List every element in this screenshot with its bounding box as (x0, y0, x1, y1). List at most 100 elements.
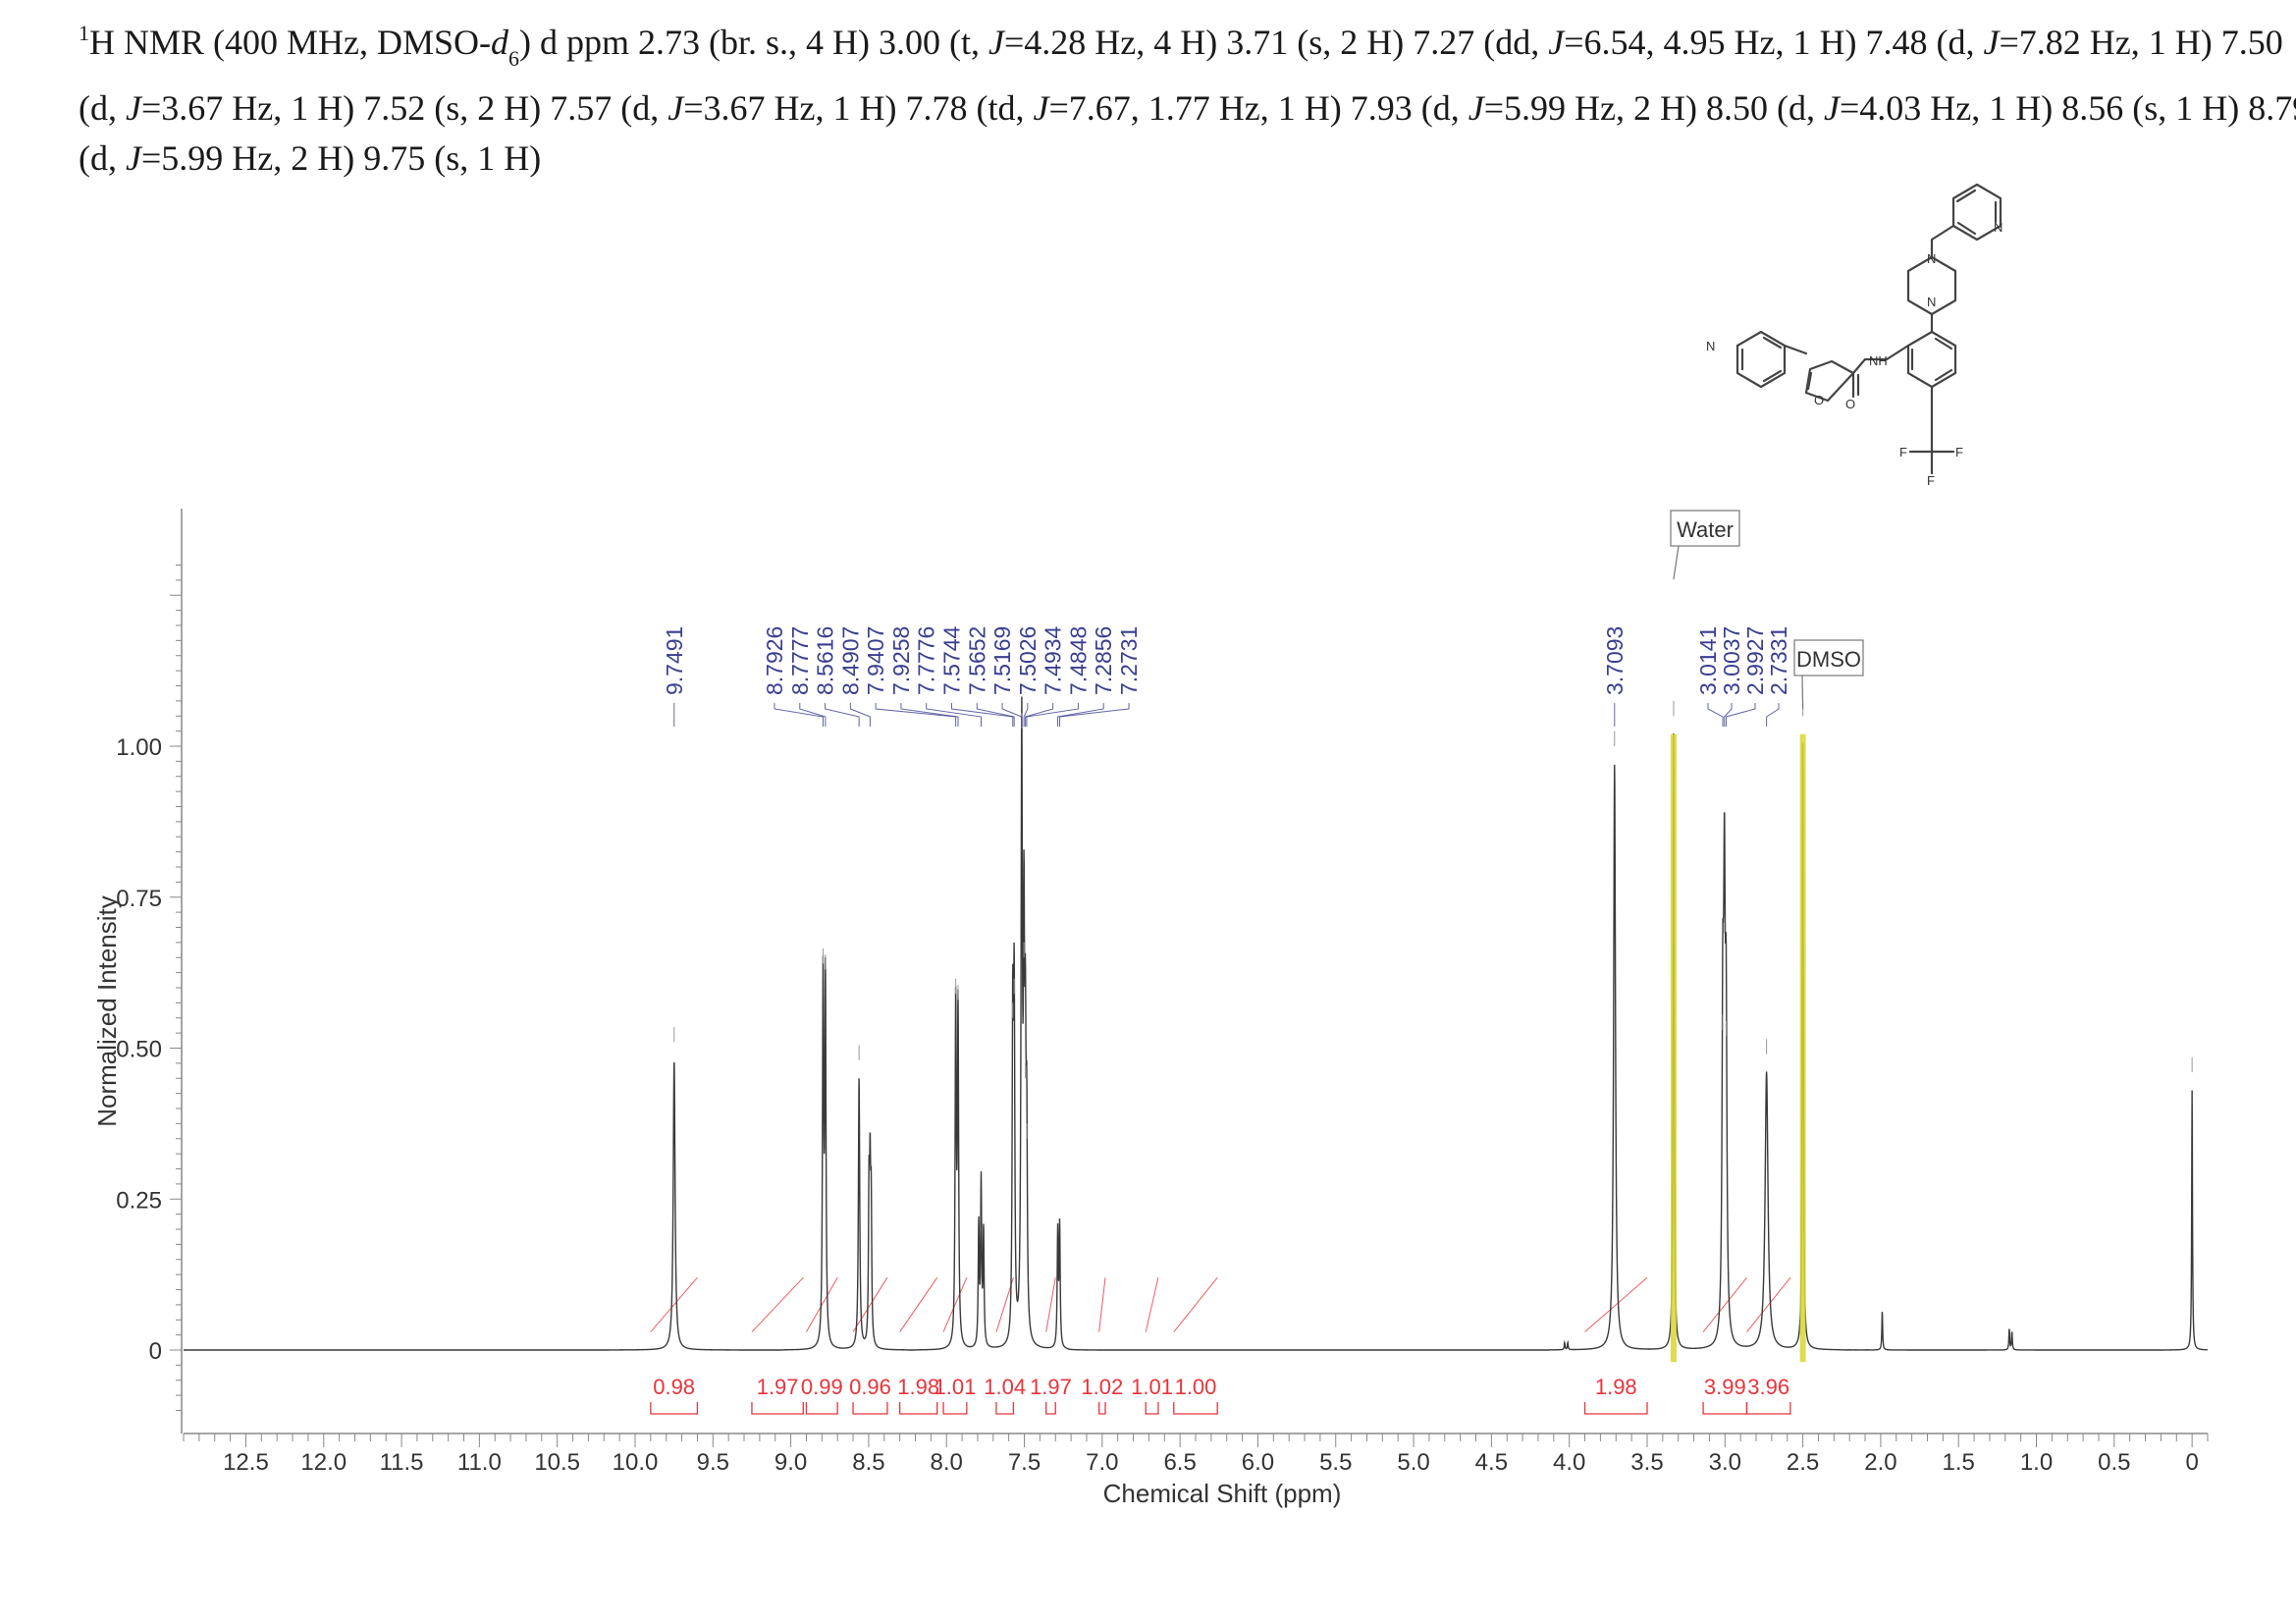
x-tick-label: 1.0 (2020, 1449, 2053, 1476)
text-segment: =4.03 Hz, 1 H) 8.56 (s, 1 H) 8.79 (1839, 88, 2296, 128)
description-line-2: (d, J=3.67 Hz, 1 H) 7.52 (s, 2 H) 7.57 (… (79, 83, 2296, 134)
coupling-symbol: J (1033, 88, 1049, 128)
x-tick-label: 6.5 (1163, 1449, 1196, 1476)
integral-value: 3.99 (1704, 1375, 1746, 1399)
x-tick-label: 11.0 (457, 1449, 502, 1476)
solvent-label-pointer (1673, 545, 1680, 580)
peak-label-leader (976, 703, 1015, 727)
y-tick-label: 0.50 (116, 1037, 162, 1063)
peak-label: 8.5616 (813, 626, 838, 695)
integral-curve (1173, 1276, 1218, 1332)
x-tick-label: 2.5 (1787, 1449, 1819, 1476)
text-segment: ) d ppm 2.73 (br. s., 4 H) 3.00 (t, (519, 23, 988, 62)
integral-bracket (1702, 1402, 1748, 1415)
peak-label: 7.4934 (1041, 625, 1066, 695)
solvent-label-box (1670, 510, 1740, 547)
integral-value: 1.98 (897, 1375, 939, 1399)
integral-curve (1045, 1277, 1056, 1332)
text-segment: =5.99 Hz, 2 H) 8.50 (d, (1483, 88, 1824, 128)
peak-label: 3.0037 (1719, 626, 1744, 695)
peak-label: 3.0141 (1695, 626, 1721, 695)
subscript-6: 6 (508, 46, 520, 71)
x-tick-label: 7.0 (1086, 1449, 1118, 1476)
x-tick-label: 11.5 (380, 1449, 424, 1476)
x-tick-label: 10.0 (613, 1449, 659, 1476)
integral-value: 1.01 (1131, 1375, 1173, 1399)
atom-label: O (1814, 393, 1824, 407)
x-tick-label: 5.5 (1319, 1449, 1352, 1476)
peak-label: 7.7776 (914, 626, 939, 695)
integral-value: 1.02 (1081, 1375, 1123, 1399)
peak-label-leader (825, 703, 860, 727)
solvent-markers: Water DMSO (1670, 510, 1864, 1363)
coupling-symbol: J (667, 88, 684, 128)
amide-link (1863, 344, 1910, 361)
peak-label: 8.4907 (837, 626, 863, 695)
text-segment: H NMR (400 MHz, DMSO- (89, 23, 492, 62)
peak-label: 7.5169 (989, 626, 1015, 695)
solvent-label: Water (1670, 510, 1740, 580)
peak-label-leader (1023, 703, 1029, 727)
x-tick-label: 3.0 (1709, 1449, 1741, 1476)
text-segment: =4.28 Hz, 4 H) 3.71 (s, 2 H) 7.27 (dd, (1003, 23, 1549, 62)
atom-label: NH (1869, 353, 1888, 368)
integral-curve (942, 1277, 968, 1332)
integral-bracket (995, 1402, 1015, 1415)
text-segment: =6.54, 4.95 Hz, 1 H) 7.48 (d, (1564, 23, 1984, 62)
integral-value: 0.99 (801, 1375, 843, 1399)
atom-label: F (1899, 445, 1907, 460)
text-segment: =5.99 Hz, 2 H) 9.75 (s, 1 H) (140, 138, 542, 178)
x-tick-label: 1.5 (1943, 1449, 1975, 1476)
molecular-structure (1735, 183, 2002, 475)
x-tick-label: 3.5 (1630, 1449, 1663, 1476)
y-tick-label: 0 (149, 1338, 162, 1365)
integral-bracket (1098, 1402, 1106, 1415)
integral-value: 1.00 (1175, 1375, 1217, 1399)
peak-label: 7.2856 (1091, 626, 1116, 695)
text-segment: (d, (79, 138, 126, 178)
x-tick-label: 9.5 (697, 1449, 729, 1476)
peak-label-leader (900, 703, 959, 727)
integral-curve (899, 1276, 938, 1332)
text-segment: =7.67, 1.77 Hz, 1 H) 7.93 (d, (1048, 88, 1468, 128)
integral-curve (1746, 1276, 1791, 1332)
spectrum-trace (184, 696, 2208, 1351)
integral-bracket (650, 1402, 699, 1415)
integral-curve (751, 1276, 804, 1332)
integral-bracket (751, 1402, 804, 1415)
y-tick-label: 1.00 (116, 734, 162, 761)
atom-label: O (1845, 397, 1855, 411)
peak-label: 2.7331 (1766, 626, 1791, 695)
integral-curve (1584, 1276, 1648, 1332)
peak-label: 9.7491 (662, 626, 687, 695)
peak-label-leader (1057, 703, 1104, 727)
integral-curve (650, 1276, 698, 1332)
peak-label: 7.2731 (1116, 626, 1142, 695)
peak-label-leader (1001, 703, 1023, 727)
solvent-label-text: DMSO (1796, 647, 1861, 672)
solvent-label-text: Water (1677, 517, 1734, 542)
integrals: 0.98 1.97 0.99 0.96 1.981.01 1.04 1.97 1.02 1.01… (650, 1276, 1791, 1415)
coupling-symbol: J (126, 138, 141, 178)
description-line-1: 1H NMR (400 MHz, DMSO-d6) d ppm 2.73 (br… (79, 8, 2283, 83)
x-tick-label: 7.5 (1008, 1449, 1041, 1476)
atom-label: F (1955, 445, 1963, 460)
integral-curve (1098, 1277, 1106, 1332)
atom-label: N (1927, 295, 1936, 309)
atom-label: N (1927, 251, 1936, 266)
axes: 12.5 12.0 11.5 11.0 10.5 10.0 9.5 9.0 8.5 8.0 7.5 7… (116, 509, 2209, 1476)
peak-label: 7.5026 (1015, 626, 1041, 695)
peak-label: 3.7093 (1602, 626, 1628, 695)
integral-value: 0.96 (849, 1375, 891, 1399)
integral-curve (852, 1276, 888, 1332)
integral-value: 0.98 (653, 1375, 695, 1399)
integral-bracket (898, 1402, 938, 1415)
x-tick-label: 4.0 (1553, 1449, 1585, 1476)
peak-label: 7.9258 (888, 626, 914, 695)
coupling-symbol: J (1548, 23, 1565, 62)
peak-label-leader (1724, 703, 1733, 727)
x-tick-label: 8.0 (931, 1449, 963, 1476)
integral-curve (806, 1276, 838, 1332)
x-tick-label: 6.0 (1242, 1449, 1274, 1476)
